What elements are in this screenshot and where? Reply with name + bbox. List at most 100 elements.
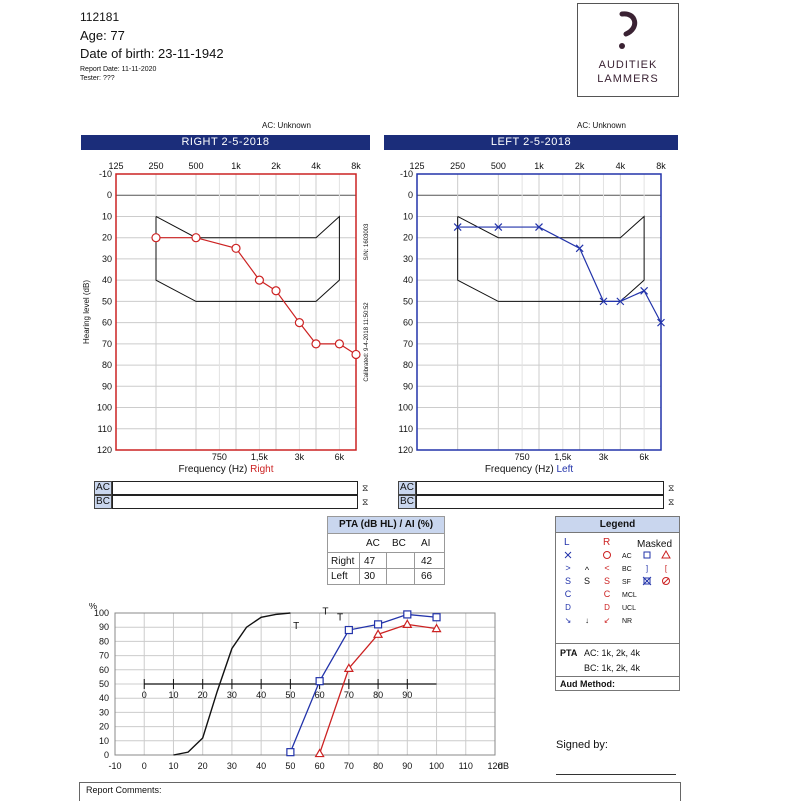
y-tick-label: 70 (102, 339, 112, 349)
right-ac-ear-icon: ⧖ (362, 483, 369, 493)
ac-point-cross (453, 223, 462, 232)
speech-x-tick: 60 (315, 761, 325, 771)
ac-point-circle (294, 318, 304, 328)
left-bc-row (416, 495, 664, 509)
legend-masked-header: Masked (637, 539, 673, 550)
speech-y-unit: % (89, 603, 97, 611)
y-tick-label: 0 (107, 190, 112, 200)
legend-row-label: NR (622, 618, 632, 625)
speech-inner-tick: 50 (285, 690, 295, 700)
pta-col-ac: AC (366, 538, 380, 549)
logo-text-line2: LAMMERS (597, 73, 659, 85)
speech-ref-marker-t: T (293, 621, 299, 632)
legend-left-masked-sf (642, 576, 652, 586)
bottom-freq-label: 3k (599, 452, 609, 462)
left-bc-ear-icon: ⧖ (668, 497, 675, 507)
legend-left-sf: S (565, 576, 571, 586)
right-panel-title: RIGHT 2-5-2018 (81, 135, 370, 150)
speech-point-square (344, 625, 353, 635)
ac-point-cross (657, 318, 665, 327)
right-bc-label: BC (94, 495, 112, 509)
y-tick-label: 50 (102, 296, 112, 306)
sf-square (643, 577, 651, 585)
legend-box: Legend L R Masked AC BC SF MCL UCL NR > S C D ↘ ^ S ↓… (555, 516, 680, 691)
legend-pta-bc: BC: 1k, 2k, 4k (584, 663, 641, 673)
left-ac-ear-icon: ⧖ (668, 483, 675, 493)
y-tick-label: -10 (400, 169, 413, 179)
y-tick-label: 70 (403, 339, 413, 349)
pta-col-bc: BC (392, 538, 406, 549)
legend-right-mcl: C (604, 589, 611, 599)
speech-x-tick: 120 (487, 761, 502, 771)
top-freq-label: 125 (108, 161, 123, 171)
ac-point-circle (191, 233, 201, 243)
pta-table: PTA (dB HL) / AI (%) AC BC AI Right 47 4… (327, 516, 445, 585)
y-tick-label: 50 (403, 296, 413, 306)
bottom-freq-label: 1,5k (251, 452, 269, 462)
pta-left-ac: 30 (364, 571, 376, 582)
legend-pta-label: PTA (560, 648, 578, 658)
speech-point-square (373, 620, 383, 629)
legend-left-nr: ↘ (565, 616, 572, 625)
legend-right-masked-sf (662, 577, 670, 585)
bottom-freq-label: 750 (515, 452, 530, 462)
speech-x-tick: 30 (227, 761, 237, 771)
right-audiogram: 125 250 500 1k 2k 4k 8k -10 0 10 20 30 40 50 60 70 80 90 1… (82, 161, 370, 475)
top-freq-label: 8k (656, 161, 666, 171)
report-comments-label: Report Comments: (86, 785, 162, 795)
legend-left-mcl: C (565, 589, 572, 599)
legend-right-masked-sf-slash (662, 577, 670, 585)
y-tick-label: -10 (99, 169, 112, 179)
legend-title: Legend (556, 517, 679, 533)
bottom-freq-label: 6k (639, 452, 649, 462)
ac-point-circle (271, 286, 281, 296)
right-ac-status: AC: Unknown (262, 121, 311, 130)
cross-stroke (657, 318, 665, 327)
legend-row-label: BC (622, 566, 632, 573)
left-panel-title: LEFT 2-5-2018 (384, 135, 678, 150)
right-bc-row (112, 495, 358, 509)
speech-point-square (315, 677, 324, 686)
speech-y-tick: 80 (99, 636, 109, 646)
speech-inner-tick: 20 (198, 690, 208, 700)
right-ac-label: AC (94, 481, 112, 495)
legend-right-header: R (603, 537, 611, 548)
left-ac-row (416, 481, 664, 495)
speech-y-tick: 90 (99, 622, 109, 632)
y-tick-label: 40 (403, 275, 413, 285)
speech-x-tick: 70 (344, 761, 354, 771)
speech-y-tick: 30 (99, 707, 109, 717)
serial-number: S/N: 1603003 (364, 223, 370, 260)
legend-left-header: L (564, 537, 570, 548)
bottom-freq-label: 1,5k (554, 452, 572, 462)
legend-left-ucl: D (565, 603, 571, 612)
y-tick-label: 100 (398, 403, 413, 413)
top-freq-label: 4k (616, 161, 626, 171)
legend-right-masked-ac-triangle (661, 549, 671, 559)
top-freq-label: 500 (188, 161, 203, 171)
ac-point-cross (616, 297, 625, 306)
speech-x-tick: 110 (459, 761, 473, 771)
ac-point-cross (494, 223, 503, 232)
left-ac-label: AC (398, 481, 416, 495)
cross-stroke (616, 297, 625, 306)
speech-point-square (403, 610, 412, 619)
y-tick-label: 80 (102, 360, 112, 370)
speech-x-tick: 80 (373, 761, 383, 771)
speech-y-tick: 40 (99, 693, 109, 703)
speech-x-tick: 90 (402, 761, 412, 771)
audiogram-border (115, 173, 357, 451)
speech-point-square (432, 613, 441, 622)
legend-left-ac-cross (564, 551, 572, 559)
pta-right-ac: 47 (364, 556, 376, 567)
ac-point-circle (311, 339, 321, 349)
y-tick-label: 30 (403, 254, 413, 264)
company-logo: AUDITIEK LAMMERS (577, 3, 679, 97)
cross-stroke (494, 223, 503, 232)
speech-banana (457, 215, 645, 302)
legend-left-masked-ac-square (643, 551, 651, 559)
speech-x-tick: -10 (108, 761, 121, 771)
pta-left-ai: 66 (421, 571, 433, 582)
